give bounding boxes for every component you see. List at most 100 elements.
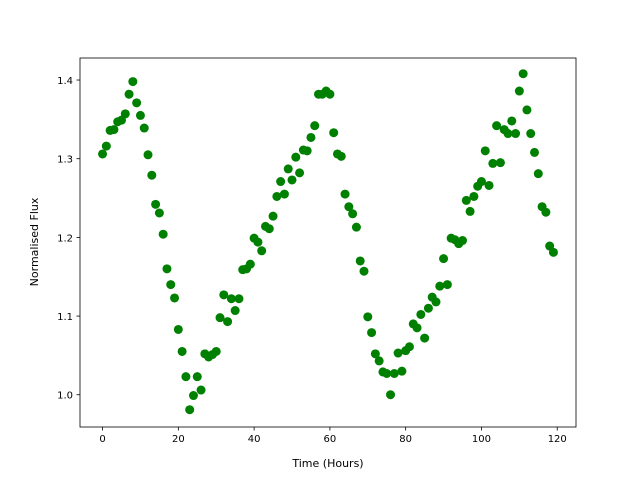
data-point bbox=[170, 293, 180, 303]
data-point bbox=[530, 147, 540, 157]
data-point bbox=[158, 229, 168, 239]
x-tick-label: 20 bbox=[172, 434, 185, 445]
data-point bbox=[143, 150, 153, 160]
x-axis-label: Time (Hours) bbox=[291, 457, 363, 470]
data-point bbox=[480, 146, 490, 156]
data-point bbox=[219, 290, 229, 300]
data-point bbox=[124, 89, 134, 99]
data-point bbox=[397, 366, 407, 376]
data-point bbox=[287, 175, 297, 185]
data-point bbox=[147, 170, 157, 180]
data-point bbox=[533, 169, 543, 179]
data-point bbox=[188, 391, 198, 401]
data-point bbox=[306, 132, 316, 142]
data-point bbox=[382, 368, 392, 378]
data-point bbox=[465, 206, 475, 216]
data-point bbox=[484, 180, 494, 190]
data-point bbox=[196, 385, 206, 395]
data-point bbox=[132, 98, 142, 108]
data-point bbox=[458, 236, 468, 246]
data-point bbox=[488, 158, 498, 168]
data-point bbox=[348, 209, 358, 219]
x-tick-label: 100 bbox=[472, 434, 491, 445]
data-point bbox=[495, 158, 505, 168]
x-tick-label: 120 bbox=[548, 434, 567, 445]
data-point bbox=[518, 69, 528, 79]
data-point bbox=[355, 256, 365, 266]
data-point bbox=[181, 372, 191, 382]
data-point bbox=[526, 129, 536, 139]
data-point bbox=[416, 309, 426, 319]
data-point bbox=[257, 246, 267, 256]
data-point bbox=[226, 294, 236, 304]
data-point bbox=[211, 346, 221, 356]
y-tick-label: 1.3 bbox=[57, 155, 73, 166]
y-tick-label: 1.0 bbox=[57, 391, 73, 402]
data-point bbox=[120, 109, 130, 119]
data-point bbox=[412, 323, 422, 333]
data-point bbox=[295, 168, 305, 178]
data-point bbox=[541, 207, 551, 217]
data-point bbox=[404, 342, 414, 352]
y-tick-label: 1.2 bbox=[57, 233, 73, 244]
data-point bbox=[344, 202, 354, 212]
data-point bbox=[351, 222, 361, 232]
x-tick-label: 0 bbox=[99, 434, 105, 445]
data-point bbox=[511, 129, 521, 139]
x-tick-label: 80 bbox=[399, 434, 412, 445]
data-point bbox=[151, 199, 161, 209]
data-point bbox=[98, 149, 108, 159]
data-point bbox=[389, 368, 399, 378]
data-point bbox=[177, 346, 187, 356]
data-point bbox=[461, 195, 471, 205]
y-axis-label: Normalised Flux bbox=[28, 197, 41, 286]
data-point bbox=[185, 405, 195, 415]
data-point bbox=[268, 211, 278, 221]
data-point bbox=[514, 86, 524, 96]
data-point bbox=[264, 224, 274, 234]
data-point bbox=[492, 121, 502, 131]
data-point bbox=[507, 116, 517, 126]
data-point bbox=[439, 254, 449, 264]
data-point bbox=[234, 294, 244, 304]
data-point bbox=[420, 333, 430, 343]
data-point bbox=[109, 125, 119, 135]
data-point bbox=[393, 348, 403, 358]
data-point bbox=[325, 89, 335, 99]
data-point bbox=[302, 146, 312, 156]
data-point bbox=[154, 208, 164, 218]
data-point bbox=[370, 349, 380, 359]
data-point bbox=[173, 324, 183, 334]
data-point bbox=[442, 280, 452, 290]
data-point bbox=[166, 280, 176, 290]
data-point bbox=[340, 189, 350, 199]
data-point bbox=[503, 129, 513, 139]
data-point bbox=[253, 237, 263, 247]
data-point bbox=[215, 313, 225, 323]
data-point bbox=[230, 306, 240, 316]
data-point bbox=[522, 105, 532, 115]
data-point bbox=[431, 297, 441, 307]
plot-frame bbox=[79, 57, 577, 428]
data-point bbox=[548, 247, 558, 257]
data-point bbox=[279, 189, 289, 199]
data-point bbox=[374, 356, 384, 366]
data-point bbox=[329, 128, 339, 138]
data-point bbox=[359, 266, 369, 276]
data-point bbox=[245, 259, 255, 269]
data-point bbox=[162, 264, 172, 274]
data-point bbox=[128, 77, 138, 87]
data-point bbox=[135, 110, 145, 120]
x-tick-label: 40 bbox=[248, 434, 261, 445]
data-point bbox=[276, 177, 286, 187]
data-point bbox=[192, 372, 202, 382]
y-tick-label: 1.4 bbox=[57, 76, 73, 87]
data-point bbox=[336, 151, 346, 161]
y-tick-label: 1.1 bbox=[57, 312, 73, 323]
data-point bbox=[469, 191, 479, 201]
data-point bbox=[272, 191, 282, 201]
data-point bbox=[423, 303, 433, 313]
data-point bbox=[310, 121, 320, 131]
data-point bbox=[476, 177, 486, 187]
